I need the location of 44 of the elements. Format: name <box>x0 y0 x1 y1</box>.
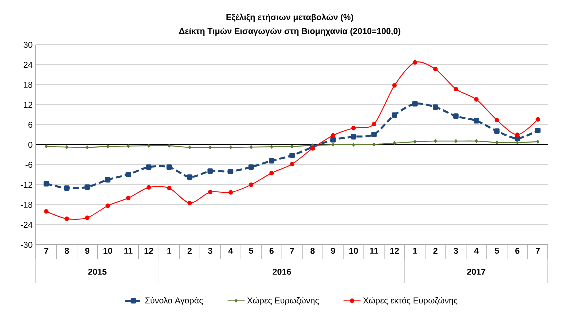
y-tick-label: 12 <box>24 102 33 108</box>
x-tick-label: 9 <box>85 248 90 254</box>
y-tick-label: 0 <box>28 142 33 148</box>
x-tick-label: 8 <box>310 248 315 254</box>
x-tick-label: 10 <box>104 248 112 254</box>
y-tick-label: -6 <box>26 162 33 168</box>
x-tick-label: 4 <box>474 248 479 254</box>
y-tick-label: 24 <box>24 62 33 68</box>
x-tick-label: 1 <box>168 248 172 254</box>
x-tick-label: 12 <box>144 248 154 254</box>
x-tick-label: 1 <box>413 248 418 254</box>
x-tick-label: 11 <box>124 248 133 254</box>
x-tick-label: 11 <box>370 248 379 254</box>
y-tick-label: -18 <box>21 202 33 208</box>
text: 2016 <box>272 268 292 276</box>
x-tick-label: 10 <box>350 248 358 254</box>
x-tick-label: 7 <box>290 248 294 254</box>
x-tick-label: 6 <box>270 248 274 254</box>
legend-label: Χώρες Ευρωζώνης <box>247 297 320 306</box>
x-tick-label: 7 <box>536 248 540 254</box>
x-tick-label: 2 <box>434 248 438 254</box>
y-tick-label: 18 <box>24 82 33 88</box>
x-tick-label: 7 <box>44 248 49 254</box>
y-tick-label: -24 <box>21 222 33 228</box>
x-tick-label: 5 <box>495 248 500 254</box>
text: 2015 <box>88 268 107 276</box>
x-tick-label: 3 <box>208 248 212 254</box>
x-tick-label: 8 <box>64 248 70 254</box>
x-tick-label: 2 <box>188 248 192 254</box>
y-tick-label: -12 <box>21 182 33 188</box>
x-tick-label: 9 <box>331 248 336 254</box>
y-tick-label: 6 <box>28 122 33 128</box>
x-tick-label: 4 <box>228 248 234 254</box>
x-tick-label: 5 <box>249 248 254 254</box>
text: 2017 <box>467 268 486 276</box>
y-tick-label: 30 <box>24 42 33 48</box>
legend-label: Χώρες εκτός Ευρωζώνης <box>363 297 458 306</box>
chart-subtitle: Δείκτη Τιμών Εισαγωγών στη Βιομηχανία (2010=100,0) <box>179 28 401 36</box>
x-tick-label: 6 <box>516 248 520 254</box>
x-tick-label: 3 <box>454 248 458 254</box>
x-tick-label: 12 <box>390 248 400 254</box>
y-tick-label: -30 <box>21 242 33 248</box>
chart-title: Εξέλιξη ετήσιων μεταβολών (%) <box>226 14 354 22</box>
legend-label: Σύνολο Αγοράς <box>146 297 204 306</box>
